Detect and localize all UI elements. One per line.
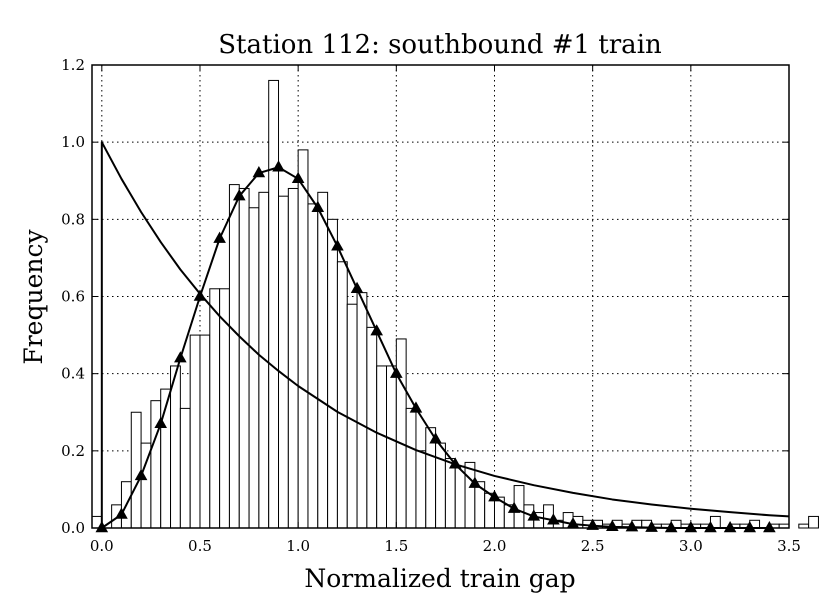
histogram-bar bbox=[405, 407, 417, 529]
histogram-bar bbox=[808, 515, 819, 529]
x-tick-label: 3.5 bbox=[777, 537, 801, 555]
histogram-bar bbox=[464, 461, 476, 529]
y-tick-label: 1.0 bbox=[61, 133, 85, 151]
x-axis-label: Normalized train gap bbox=[304, 564, 575, 593]
histogram-bar bbox=[189, 334, 201, 529]
y-tick-label: 0.0 bbox=[61, 519, 85, 537]
y-tick-label: 1.2 bbox=[61, 56, 85, 74]
triangle-marker bbox=[645, 520, 658, 532]
histogram-bar bbox=[228, 184, 240, 529]
triangle-marker bbox=[409, 401, 423, 413]
histogram-bar bbox=[287, 187, 299, 529]
histogram-bar bbox=[258, 191, 270, 529]
triangle-marker bbox=[527, 509, 541, 521]
triangle-marker bbox=[429, 432, 442, 444]
histogram-bar bbox=[346, 303, 358, 529]
triangle-marker bbox=[213, 231, 226, 243]
y-tick-label: 0.8 bbox=[61, 210, 85, 228]
triangle-marker bbox=[763, 521, 776, 533]
y-tick-label: 0.4 bbox=[61, 365, 85, 383]
triangle-marker bbox=[370, 324, 383, 336]
histogram-bar bbox=[454, 465, 466, 529]
histogram-bar bbox=[238, 187, 250, 529]
y-axis-label: Frequency bbox=[19, 229, 48, 365]
histogram-bar bbox=[268, 79, 280, 529]
histogram-bar bbox=[415, 450, 427, 529]
histogram-bar bbox=[130, 411, 142, 529]
histogram-bar bbox=[170, 365, 181, 529]
histogram-bar bbox=[248, 207, 260, 529]
x-tick-label: 2.0 bbox=[483, 537, 507, 555]
x-tick-label: 0.0 bbox=[90, 537, 114, 555]
histogram-bar bbox=[386, 365, 397, 529]
triangle-marker bbox=[272, 160, 285, 172]
y-tick-label: 0.2 bbox=[61, 442, 85, 460]
histogram-bar bbox=[435, 442, 446, 529]
histogram-bar bbox=[376, 365, 388, 529]
triangle-marker bbox=[232, 189, 246, 201]
histogram-bar bbox=[278, 195, 289, 529]
histogram-bar bbox=[356, 292, 368, 529]
axis-ticks: 0.0 0.5 1.0 1.5 2.0 2.5 3.0 3.5 0.0 0.2 0.4 0.6 0.8 1… bbox=[61, 56, 801, 555]
exponential-curve bbox=[100, 141, 790, 528]
curve-markers bbox=[95, 160, 776, 533]
triangle-marker bbox=[507, 501, 521, 513]
histogram-bar bbox=[336, 261, 348, 529]
histogram-bar bbox=[395, 338, 407, 529]
histogram-bar bbox=[307, 203, 319, 529]
triangle-marker bbox=[723, 521, 737, 533]
triangle-marker bbox=[252, 166, 266, 178]
histogram-bar bbox=[444, 458, 456, 529]
triangle-marker bbox=[743, 521, 757, 533]
chart-title: Station 112: southbound #1 train bbox=[218, 30, 662, 60]
histogram-bar bbox=[327, 218, 338, 529]
x-tick-label: 0.5 bbox=[188, 537, 212, 555]
triangle-marker bbox=[448, 457, 462, 469]
triangle-marker bbox=[566, 517, 580, 529]
triangle-marker bbox=[350, 281, 364, 293]
triangle-marker bbox=[488, 490, 501, 502]
x-tick-label: 3.0 bbox=[679, 537, 703, 555]
triangle-marker bbox=[154, 416, 168, 429]
histogram-bar bbox=[798, 523, 810, 529]
triangle-marker bbox=[174, 351, 187, 363]
histogram-bar bbox=[179, 407, 191, 529]
triangle-marker bbox=[115, 507, 128, 519]
triangle-marker bbox=[468, 476, 482, 488]
x-tick-label: 1.5 bbox=[384, 537, 408, 555]
x-tick-label: 2.5 bbox=[581, 537, 605, 555]
triangle-marker bbox=[291, 171, 305, 184]
y-tick-label: 0.6 bbox=[61, 288, 85, 306]
triangle-marker bbox=[311, 200, 325, 212]
triangle-marker bbox=[331, 239, 344, 251]
triangle-marker bbox=[134, 468, 148, 481]
histogram-bar bbox=[317, 191, 329, 529]
histogram-bar bbox=[199, 334, 211, 529]
triangle-marker bbox=[390, 366, 403, 378]
x-tick-label: 1.0 bbox=[286, 537, 310, 555]
triangle-marker bbox=[193, 289, 207, 301]
histogram-bar bbox=[209, 288, 221, 529]
triangle-marker bbox=[664, 521, 678, 533]
histogram-bar bbox=[297, 149, 309, 529]
triangle-marker bbox=[704, 521, 717, 533]
triangle-marker bbox=[547, 513, 560, 525]
